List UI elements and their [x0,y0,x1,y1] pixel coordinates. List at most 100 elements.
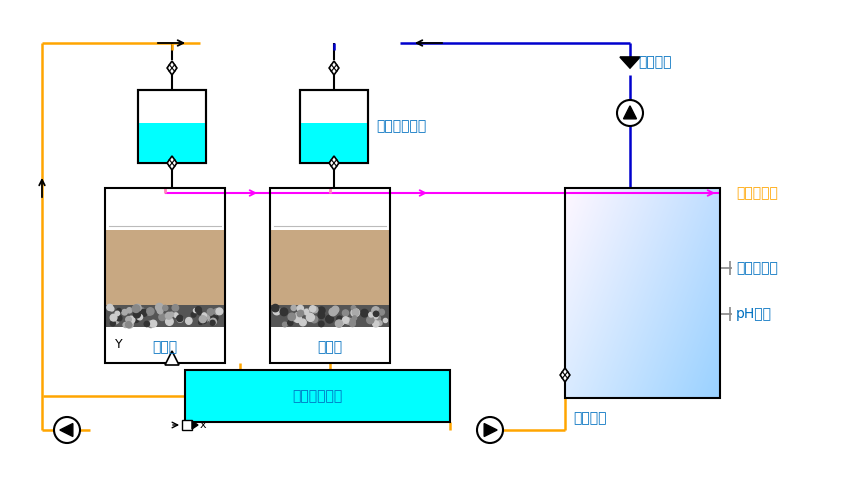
Circle shape [340,322,344,326]
Circle shape [116,315,122,321]
Circle shape [133,311,140,318]
Circle shape [273,308,281,315]
Circle shape [166,312,173,319]
Circle shape [272,304,279,312]
Circle shape [295,312,300,317]
Circle shape [372,313,378,319]
Circle shape [306,313,314,322]
Polygon shape [484,423,497,436]
Circle shape [298,310,303,316]
Bar [185,370,450,422]
Text: Y: Y [115,338,122,351]
Circle shape [134,304,141,311]
Circle shape [150,320,156,327]
Circle shape [383,318,388,323]
Circle shape [350,319,355,324]
Circle shape [303,310,309,314]
Circle shape [191,312,196,317]
Circle shape [343,317,348,323]
Circle shape [318,312,325,319]
Text: 酸化罐: 酸化罐 [317,340,343,354]
Circle shape [291,316,295,321]
Circle shape [318,307,325,314]
Text: 温度传感器: 温度传感器 [736,261,778,275]
Circle shape [352,309,360,316]
Circle shape [319,321,324,327]
Circle shape [111,316,119,324]
Circle shape [351,309,359,316]
Circle shape [54,417,80,443]
Circle shape [148,321,155,327]
Circle shape [299,319,306,326]
Text: 沼液排出: 沼液排出 [638,55,672,69]
Circle shape [173,305,178,311]
Circle shape [378,309,384,315]
Polygon shape [329,61,339,75]
Circle shape [351,306,356,310]
Circle shape [210,318,217,325]
Circle shape [207,309,214,315]
Circle shape [337,316,343,322]
Circle shape [169,312,173,316]
Text: pH探头: pH探头 [736,307,772,321]
Text: 酸化液储存罐: 酸化液储存罐 [292,389,342,403]
Circle shape [197,310,201,315]
Circle shape [366,316,374,324]
Circle shape [144,321,150,326]
Circle shape [214,309,220,314]
Bar [105,188,225,363]
Circle shape [329,308,337,316]
Circle shape [137,314,143,320]
Polygon shape [560,368,570,382]
Circle shape [345,318,352,324]
Circle shape [287,320,293,325]
Circle shape [177,315,183,322]
Bar [138,90,206,163]
Circle shape [186,319,191,324]
Circle shape [290,316,294,321]
Circle shape [194,309,197,312]
Bar [300,90,368,163]
Circle shape [369,312,373,317]
Circle shape [140,308,144,312]
Bar [105,305,225,327]
Circle shape [157,308,163,314]
Circle shape [126,322,132,328]
Bar [270,230,390,305]
Circle shape [288,313,296,321]
Bar [300,123,368,163]
Circle shape [166,318,173,325]
Polygon shape [620,57,640,68]
Circle shape [128,316,135,324]
Circle shape [326,315,333,323]
Circle shape [110,321,116,326]
Circle shape [210,320,215,325]
Circle shape [199,321,202,324]
Circle shape [339,321,344,325]
Circle shape [360,310,368,317]
Bar [138,90,206,163]
Circle shape [310,315,315,319]
Bar [270,305,390,327]
Bar [182,420,192,430]
Circle shape [140,310,147,316]
Circle shape [133,316,139,323]
Circle shape [162,305,167,311]
Circle shape [196,307,201,313]
Circle shape [186,318,192,324]
Text: 气体流量计: 气体流量计 [736,186,778,200]
Circle shape [337,322,341,326]
Circle shape [116,309,121,312]
Polygon shape [167,156,177,170]
Circle shape [202,313,207,317]
Circle shape [110,314,117,321]
Circle shape [303,309,310,315]
Bar [105,188,225,363]
Circle shape [298,305,303,312]
Polygon shape [167,61,177,75]
Circle shape [352,309,359,316]
Circle shape [110,307,114,311]
Circle shape [477,417,503,443]
Circle shape [159,314,166,321]
Circle shape [123,323,128,327]
